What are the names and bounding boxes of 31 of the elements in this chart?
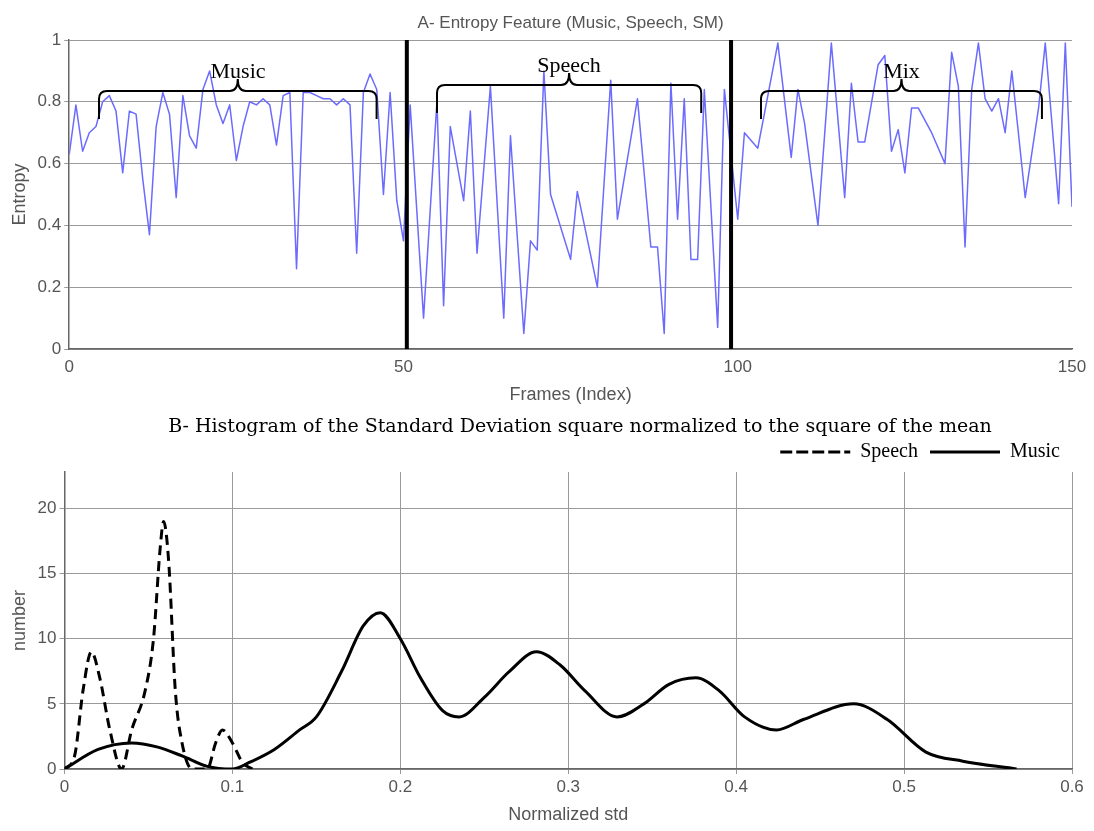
- x-tick-label: 0.3: [556, 776, 581, 796]
- annotation: Mix: [883, 57, 920, 83]
- legend-label: Music: [1010, 439, 1061, 462]
- y-axis-title: number: [8, 589, 29, 652]
- y-tick-label: 0.8: [37, 91, 62, 111]
- chart-title: B- Histogram of the Standard Deviation square normalized to the square of the mean: [168, 414, 992, 437]
- y-tick-label: 20: [37, 498, 57, 518]
- y-tick-label: 0.2: [37, 276, 62, 296]
- y-tick-label: 1: [51, 29, 62, 49]
- x-tick-label: 0.6: [1060, 776, 1084, 796]
- annotation: Speech: [537, 51, 601, 77]
- y-tick-label: 10: [37, 628, 57, 648]
- chart-title: A- Entropy Feature (Music, Speech, SM): [417, 13, 724, 33]
- x-tick-label: 0.5: [892, 776, 916, 796]
- y-tick-label: 5: [47, 693, 57, 713]
- x-axis-title: Frames (Index): [509, 384, 632, 405]
- x-tick-label: 0.2: [388, 776, 413, 796]
- y-tick-label: 0: [51, 338, 62, 358]
- annotation: Music: [210, 57, 266, 83]
- y-tick-label: 0.4: [37, 215, 62, 235]
- legend-label: Speech: [860, 439, 919, 463]
- y-tick-label: 15: [37, 563, 57, 583]
- x-tick-label: 50: [394, 356, 413, 376]
- x-tick-label: 0.4: [724, 776, 748, 796]
- x-axis-title: Normalized std: [508, 804, 629, 825]
- x-tick-label: 100: [723, 356, 752, 376]
- y-tick-label: 0: [47, 758, 57, 778]
- y-axis-title: Entropy: [8, 163, 29, 226]
- y-tick-label: 0.6: [37, 153, 62, 173]
- x-tick-label: 150: [1057, 356, 1087, 376]
- x-tick-label: 0.1: [220, 776, 245, 796]
